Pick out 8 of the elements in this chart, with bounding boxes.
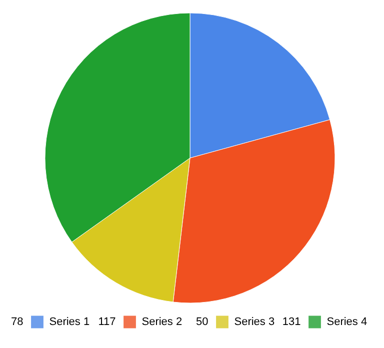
- legend-label: Series 1: [49, 316, 90, 328]
- legend-label: Series 3: [234, 316, 275, 328]
- data-label: 131: [282, 316, 301, 328]
- data-label: 78: [11, 316, 24, 328]
- data-label: 50: [196, 316, 208, 328]
- data-label: 117: [98, 316, 116, 328]
- legend-label: Series 4: [326, 316, 368, 328]
- legend-label: Series 2: [142, 316, 182, 328]
